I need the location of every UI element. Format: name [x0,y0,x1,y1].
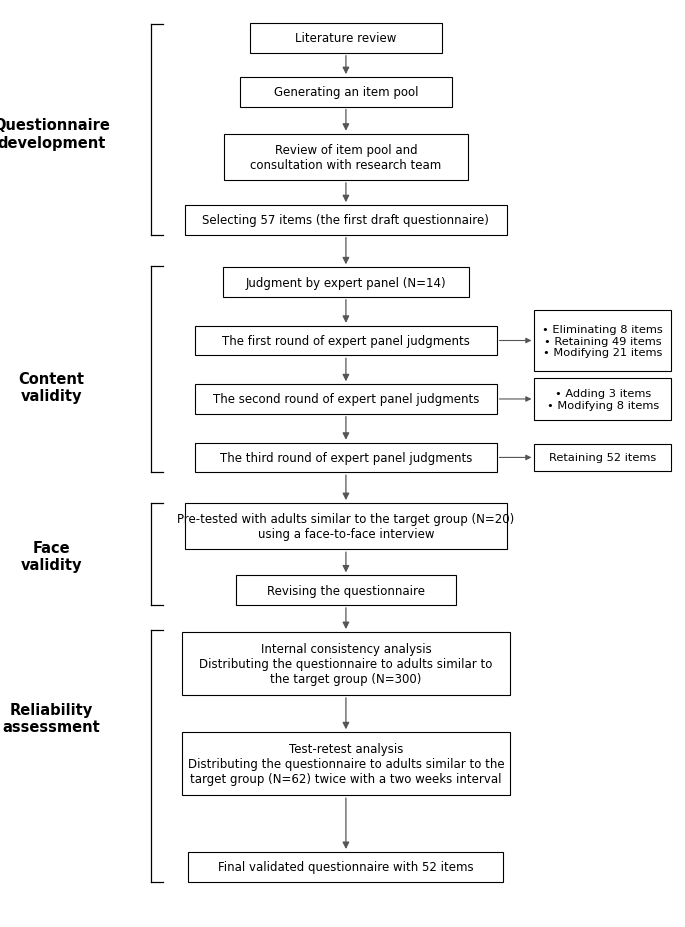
FancyBboxPatch shape [188,852,503,882]
Text: Internal consistency analysis
Distributing the questionnaire to adults similar t: Internal consistency analysis Distributi… [199,642,493,685]
FancyBboxPatch shape [240,78,452,108]
Text: Literature review: Literature review [295,32,397,45]
Text: Selecting 57 items (the first draft questionnaire): Selecting 57 items (the first draft ques… [203,214,489,227]
Text: Pre-tested with adults similar to the target group (N=20)
using a face-to-face i: Pre-tested with adults similar to the ta… [177,513,514,540]
FancyBboxPatch shape [185,206,507,235]
FancyBboxPatch shape [534,444,671,472]
FancyBboxPatch shape [182,632,510,695]
Text: • Eliminating 8 items
• Retaining 49 items
• Modifying 21 items: • Eliminating 8 items • Retaining 49 ite… [543,324,663,358]
Text: Review of item pool and
consultation with research team: Review of item pool and consultation wit… [250,144,442,171]
FancyBboxPatch shape [195,385,497,414]
Text: Generating an item pool: Generating an item pool [274,86,418,99]
Text: • Adding 3 items
• Modifying 8 items: • Adding 3 items • Modifying 8 items [547,388,659,411]
Text: Content
validity: Content validity [18,372,84,403]
Text: Final validated questionnaire with 52 items: Final validated questionnaire with 52 it… [218,860,474,873]
FancyBboxPatch shape [225,134,467,181]
FancyBboxPatch shape [534,378,671,421]
Text: Revising the questionnaire: Revising the questionnaire [267,584,425,597]
FancyBboxPatch shape [250,24,442,54]
Text: The second round of expert panel judgments: The second round of expert panel judgmen… [213,393,479,406]
FancyBboxPatch shape [185,503,507,550]
FancyBboxPatch shape [236,576,456,605]
Text: Judgment by expert panel (N=14): Judgment by expert panel (N=14) [246,276,446,289]
Text: Test-retest analysis
Distributing the questionnaire to adults similar to the
tar: Test-retest analysis Distributing the qu… [188,743,504,785]
Text: Questionnaire
development: Questionnaire development [0,119,110,150]
FancyBboxPatch shape [195,326,497,356]
Text: Retaining 52 items: Retaining 52 items [549,453,656,463]
Text: Reliability
assessment: Reliability assessment [3,703,100,734]
FancyBboxPatch shape [182,732,510,795]
FancyBboxPatch shape [195,443,497,473]
FancyBboxPatch shape [534,311,671,371]
Text: The third round of expert panel judgments: The third round of expert panel judgment… [220,451,472,464]
Text: The first round of expert panel judgments: The first round of expert panel judgment… [222,335,470,348]
FancyBboxPatch shape [223,268,469,298]
Text: Face
validity: Face validity [21,540,82,572]
